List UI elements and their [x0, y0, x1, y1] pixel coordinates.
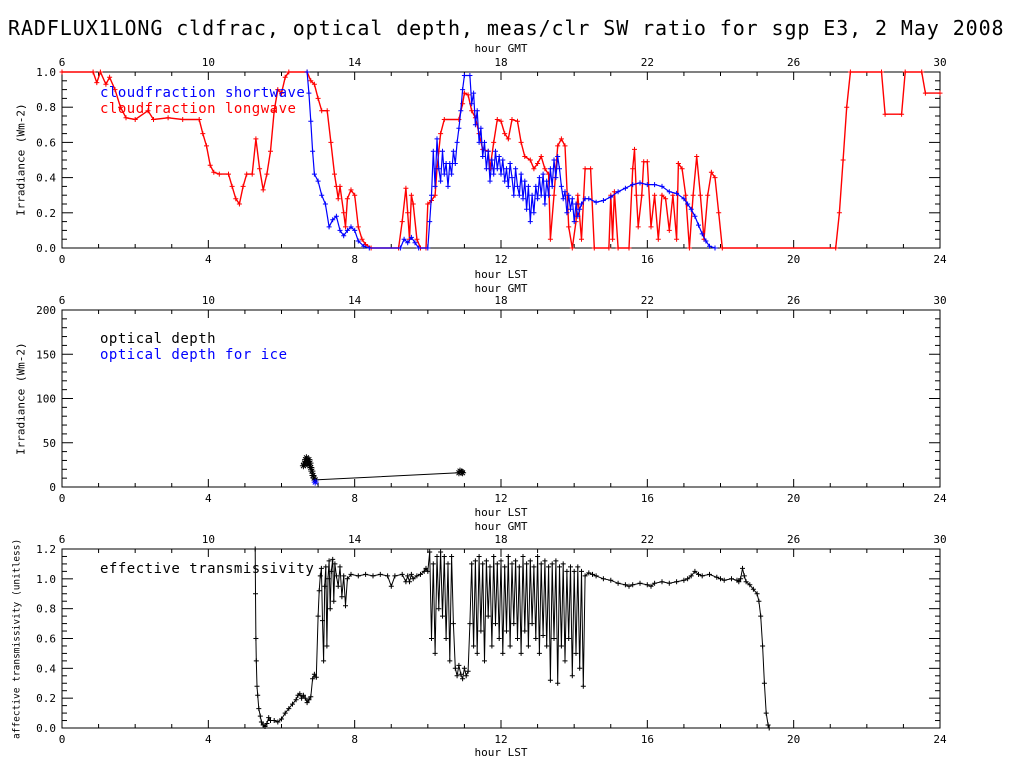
y-tick-label: 1.0 — [36, 66, 56, 79]
x-tick-label-lst: 4 — [205, 253, 212, 266]
page-title: RADFLUX1LONG cldfrac, optical depth, mea… — [8, 16, 1005, 40]
y-tick-label: 150 — [36, 348, 56, 361]
x-tick-label-gmt: 22 — [641, 533, 654, 546]
y-axis-title-panel2: Irradiance (Wm-2) — [14, 342, 28, 455]
x-tick-label-gmt: 10 — [202, 533, 215, 546]
x-tick-label-lst: 8 — [351, 253, 358, 266]
series-markers-optical-depth-for-ice — [311, 478, 319, 486]
y-tick-label: 0.0 — [36, 722, 56, 735]
x-tick-label-lst: 20 — [787, 492, 800, 505]
x-tick-label-lst: 16 — [641, 733, 654, 746]
panel-cloud-fraction: 0 6 4 10 8 14 12 18 16 22 20 26 24 30 0.0 0.2 0.4 0.6 0.8 1… — [36, 56, 947, 266]
x-tick-label-lst: 12 — [494, 733, 507, 746]
bottom-axis-label-lst-panel2: hour LST — [474, 506, 528, 519]
top-axis-label-gmt-panel1: hour GMT — [474, 42, 528, 55]
x-tick-label-lst: 24 — [933, 733, 947, 746]
x-tick-label-gmt: 18 — [494, 533, 507, 546]
series-markers-optical-depth — [299, 454, 467, 484]
series-line-cloudfraction-longwave — [62, 70, 940, 249]
x-tick-label-lst: 16 — [641, 492, 654, 505]
y-tick-label: 100 — [36, 393, 56, 406]
panel-effective-transmissivity: 0 6 4 10 8 14 12 18 16 22 20 26 24 30 0.0 0.2 0.4 0.6 0.8 1… — [36, 533, 947, 746]
x-tick-label-lst: 8 — [351, 733, 358, 746]
series-markers-effective-transmissivity — [252, 546, 772, 731]
x-tick-label-gmt: 14 — [348, 533, 362, 546]
x-tick-label-gmt: 10 — [202, 56, 215, 69]
x-tick-label-lst: 0 — [59, 733, 66, 746]
x-tick-label-gmt: 30 — [933, 294, 946, 307]
x-tick-label-gmt: 22 — [641, 56, 654, 69]
y-tick-label: 0.8 — [36, 101, 56, 114]
x-tick-label-gmt: 6 — [59, 533, 66, 546]
x-tick-label-gmt: 26 — [787, 533, 800, 546]
y-tick-label: 1.2 — [36, 543, 56, 556]
x-tick-label-gmt: 26 — [787, 56, 800, 69]
y-axis-title-panel1: Irradiance (Wm-2) — [14, 103, 28, 217]
bottom-axis-label-lst-panel3: hour LST — [474, 746, 528, 759]
y-axis-title-panel3: affective transmissivity (unitless) — [11, 538, 23, 739]
x-tick-label-gmt: 22 — [641, 294, 654, 307]
legend-effective-transmissivity: effective transmissivity — [100, 561, 315, 577]
legend-optical-depth: optical depth — [100, 331, 217, 347]
top-axis-label-gmt-panel2: hour GMT — [474, 282, 528, 295]
y-tick-label: 0.6 — [36, 633, 56, 646]
panel-optical-depth: 0 6 4 10 8 14 12 18 16 22 20 26 24 30 0 50 100 150 200 — [36, 294, 947, 505]
legend-optical-depth-ice: optical depth for ice — [100, 347, 288, 363]
x-tick-label-gmt: 6 — [59, 294, 66, 307]
series-line-cloudfraction-shortwave — [306, 71, 716, 249]
y-tick-label: 0.2 — [36, 207, 56, 220]
x-tick-label-lst: 12 — [494, 492, 507, 505]
y-tick-label: 0.4 — [36, 662, 56, 675]
x-tick-label-gmt: 30 — [933, 533, 946, 546]
x-tick-label-lst: 4 — [205, 492, 212, 505]
y-tick-label: 1.0 — [36, 573, 56, 586]
x-tick-label-lst: 20 — [787, 253, 800, 266]
x-tick-label-gmt: 18 — [494, 294, 507, 307]
y-tick-label: 0.6 — [36, 136, 56, 149]
top-axis-label-gmt-panel3: hour GMT — [474, 520, 528, 533]
x-tick-label-lst: 12 — [494, 253, 507, 266]
x-tick-label-gmt: 26 — [787, 294, 800, 307]
y-tick-label: 0.4 — [36, 172, 56, 185]
x-tick-label-lst: 0 — [59, 253, 66, 266]
legend-cloudfraction-longwave: cloudfraction longwave — [100, 101, 297, 117]
y-tick-label: 0.8 — [36, 603, 56, 616]
x-tick-label-lst: 20 — [787, 733, 800, 746]
series-line-optical-depth — [302, 456, 463, 481]
x-tick-label-lst: 24 — [933, 492, 947, 505]
x-tick-label-gmt: 30 — [933, 56, 946, 69]
x-tick-label-lst: 0 — [59, 492, 66, 505]
y-tick-label: 200 — [36, 304, 56, 317]
y-tick-label: 50 — [43, 437, 56, 450]
x-tick-label-lst: 24 — [933, 253, 947, 266]
x-tick-label-lst: 16 — [641, 253, 654, 266]
legend-cloudfraction-shortwave: cloudfraction shortwave — [100, 85, 306, 101]
x-tick-label-lst: 4 — [205, 733, 212, 746]
x-tick-label-gmt: 14 — [348, 56, 362, 69]
x-tick-label-gmt: 10 — [202, 294, 215, 307]
y-tick-label: 0.0 — [36, 242, 56, 255]
bottom-axis-label-lst-panel1: hour LST — [474, 268, 528, 281]
series-markers-cloudfraction-shortwave — [304, 69, 718, 251]
y-tick-label: 0 — [49, 481, 56, 494]
x-tick-label-gmt: 18 — [494, 56, 507, 69]
x-tick-label-gmt: 6 — [59, 56, 66, 69]
y-tick-label: 0.2 — [36, 692, 56, 705]
x-tick-label-gmt: 14 — [348, 294, 362, 307]
x-tick-label-lst: 8 — [351, 492, 358, 505]
